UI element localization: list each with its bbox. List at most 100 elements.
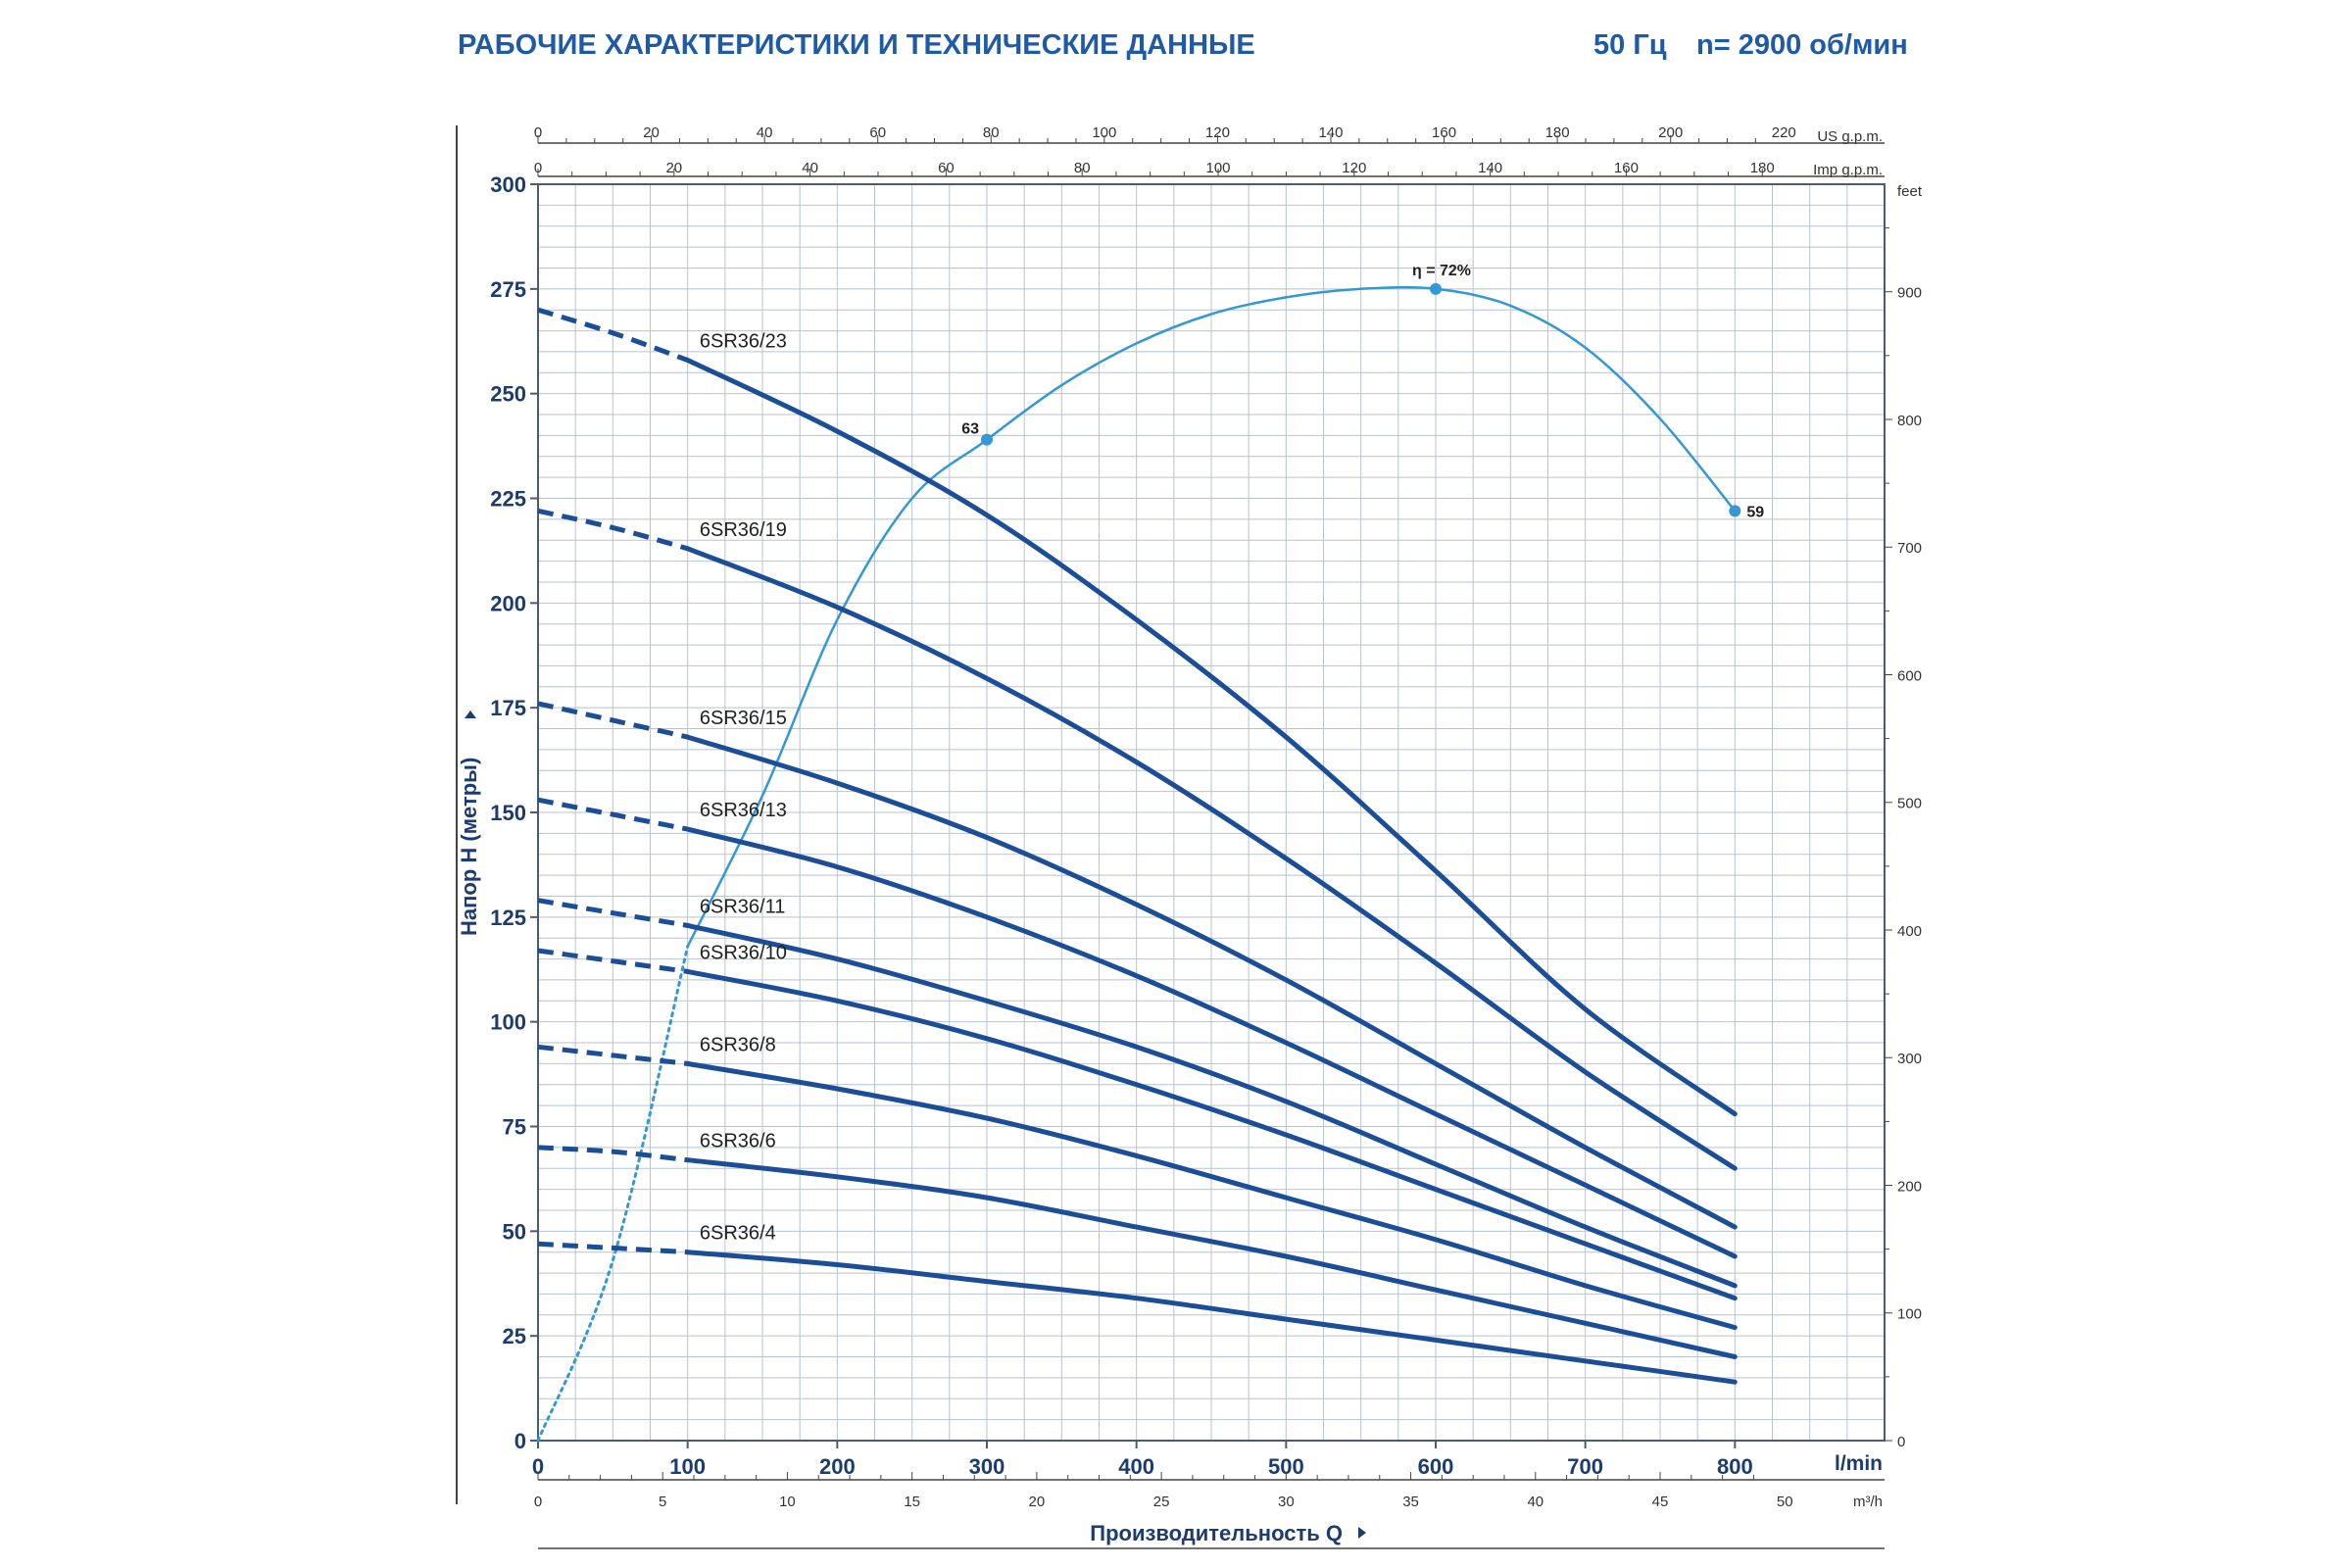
y-tick-label: 50 xyxy=(503,1219,526,1244)
m3h-axis-tick-label: 20 xyxy=(1029,1494,1046,1510)
m3h-axis-tick-label: 5 xyxy=(659,1494,666,1510)
feet-tick-label: 300 xyxy=(1897,1051,1922,1067)
feet-tick-label: 600 xyxy=(1897,667,1922,684)
series-label: 6SR36/10 xyxy=(700,942,787,963)
head-curve-solid xyxy=(685,1250,1738,1385)
us-gpm-axis-tick-label: 200 xyxy=(1658,124,1683,141)
imp-gpm-axis-tick-label: 40 xyxy=(802,160,818,176)
series-label: 6SR36/19 xyxy=(700,519,787,541)
head-curves xyxy=(537,307,1738,1385)
y-axis-label: Напор H (метры) xyxy=(457,758,481,936)
y-tick-label: 75 xyxy=(503,1115,526,1140)
head-curve-solid xyxy=(685,1157,1738,1359)
imp-gpm-axis-tick-label: 160 xyxy=(1614,160,1639,176)
us-gpm-axis-tick-label: 60 xyxy=(869,124,886,141)
series-label: 6SR36/6 xyxy=(700,1131,776,1152)
m3h-axis-tick-label: 45 xyxy=(1652,1494,1669,1510)
head-curve-solid xyxy=(685,826,1738,1259)
us-gpm-axis-tick-label: 220 xyxy=(1772,124,1796,141)
imp-gpm-axis-tick-label: 60 xyxy=(938,160,955,176)
imp-gpm-axis-tick-label: 180 xyxy=(1750,160,1775,176)
us-gpm-axis-tick-label: 20 xyxy=(643,124,660,141)
y-tick-label: 100 xyxy=(490,1010,526,1035)
x-tick-label: 700 xyxy=(1567,1454,1603,1479)
x-tick-label: 800 xyxy=(1717,1454,1753,1479)
efficiency-curve: 63 η = 72% 59 xyxy=(536,263,1764,1443)
us-gpm-axis-tick-label: 80 xyxy=(983,124,1000,141)
head-curve-solid xyxy=(685,546,1738,1171)
head-curve-solid xyxy=(685,922,1738,1289)
m3h-axis-tick-label: 0 xyxy=(534,1494,542,1510)
frequency-label: 50 Гц xyxy=(1593,29,1667,61)
m3h-axis-tick-label: 10 xyxy=(779,1494,796,1510)
head-curve-dashed xyxy=(537,948,689,974)
feet-tick-label: 0 xyxy=(1897,1434,1905,1450)
us-gpm-axis-tick-label: 180 xyxy=(1545,124,1570,141)
series-label: 6SR36/23 xyxy=(700,330,787,352)
head-curve-solid xyxy=(685,358,1738,1117)
imp-gpm-axis-tick-label: 80 xyxy=(1074,160,1091,176)
m3h-axis-tick-label: 30 xyxy=(1278,1494,1295,1510)
head-curve-dashed xyxy=(537,1044,688,1066)
x-unit-label: l/min xyxy=(1835,1452,1883,1475)
y-tick-label: 125 xyxy=(490,906,526,930)
series-label: 6SR36/4 xyxy=(700,1223,776,1245)
feet-tick-label: 500 xyxy=(1897,796,1922,812)
head-curve-dashed xyxy=(537,1241,688,1255)
y-tick-label: 250 xyxy=(490,382,526,407)
feet-tick-label: 700 xyxy=(1897,540,1922,557)
head-curve-dashed xyxy=(537,797,689,832)
us-gpm-axis-tick-label: 0 xyxy=(534,124,542,141)
y-tick-label: 300 xyxy=(490,172,526,197)
imp-gpm-axis-tick-label: 120 xyxy=(1342,160,1366,176)
efficiency-marker xyxy=(981,433,993,446)
m3h-unit-label: m³/h xyxy=(1853,1494,1883,1510)
x-axis-arrow-icon xyxy=(1358,1527,1366,1539)
y-tick-label: 200 xyxy=(490,591,526,615)
feet-tick-label: 400 xyxy=(1897,923,1922,940)
series-label: 6SR36/15 xyxy=(700,708,787,729)
m3h-axis-tick-label: 40 xyxy=(1527,1494,1544,1510)
head-curve-dashed xyxy=(537,508,689,552)
y-axis-arrow-icon xyxy=(465,710,476,718)
y-tick-label: 225 xyxy=(490,487,526,512)
feet-tick-label: 900 xyxy=(1897,285,1922,302)
efficiency-marker-label: 59 xyxy=(1746,504,1764,520)
x-axis-label: Производительность Q xyxy=(1090,1521,1343,1545)
y-tick-label: 275 xyxy=(490,277,526,302)
us-gpm-axis-tick-label: 140 xyxy=(1318,124,1343,141)
x-tick-label: 200 xyxy=(819,1454,856,1479)
y-tick-label: 0 xyxy=(514,1429,526,1453)
x-tick-label: 400 xyxy=(1118,1454,1154,1479)
head-curve-solid xyxy=(685,1060,1738,1331)
feet-tick-label: 200 xyxy=(1897,1178,1922,1195)
efficiency-marker xyxy=(1430,282,1442,295)
m3h-axis-tick-label: 50 xyxy=(1777,1494,1793,1510)
y-tick-label: 175 xyxy=(490,696,526,720)
series-label: 6SR36/8 xyxy=(700,1034,776,1055)
us-gpm-axis-tick-label: 120 xyxy=(1205,124,1230,141)
m3h-axis-tick-label: 15 xyxy=(904,1494,920,1510)
y-tick-label: 150 xyxy=(490,801,526,825)
efficiency-curve-solid xyxy=(686,285,1737,948)
x-tick-label: 600 xyxy=(1418,1454,1454,1479)
head-curve-solid xyxy=(685,734,1738,1230)
series-label: 6SR36/11 xyxy=(700,896,785,917)
series-labels: 6SR36/23 6SR36/19 6SR36/15 6SR36/13 6SR36/11… xyxy=(700,330,787,1244)
efficiency-marker-label: 63 xyxy=(961,421,979,438)
head-curve-dashed xyxy=(537,1145,688,1163)
efficiency-marker-label: η = 72% xyxy=(1412,263,1471,279)
page-title: РАБОЧИЕ ХАРАКТЕРИСТИКИ И ТЕХНИЧЕСКИЕ ДАН… xyxy=(458,29,1255,61)
imp-gpm-unit-label: Imp g.p.m. xyxy=(1813,162,1883,178)
y-tick-label: 25 xyxy=(503,1324,526,1348)
us-gpm-axis-tick-label: 40 xyxy=(757,124,773,141)
x-tick-label: 0 xyxy=(532,1454,544,1479)
imp-gpm-axis-tick-label: 20 xyxy=(665,160,682,176)
feet-tick-label: 100 xyxy=(1897,1306,1922,1323)
us-gpm-axis-tick-label: 100 xyxy=(1092,124,1116,141)
head-curve-solid xyxy=(685,968,1738,1301)
head-curve-dashed xyxy=(537,898,689,928)
feet-tick-label: 800 xyxy=(1897,413,1922,429)
